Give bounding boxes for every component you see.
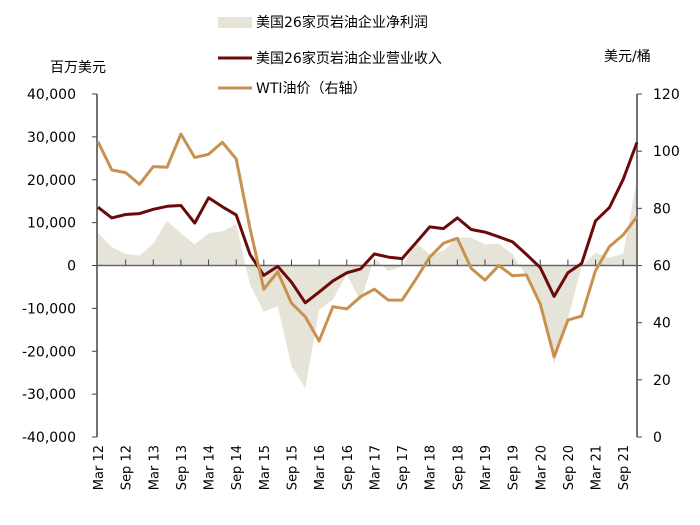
- legend-swatch-profit: [218, 17, 252, 28]
- x-tick-label: Sep 12: [120, 445, 135, 490]
- legend-label-revenue: 美国26家页岩油企业营业收入: [256, 50, 442, 67]
- left-tick-label: -30,000: [22, 387, 76, 403]
- line-layer: [96, 132, 639, 359]
- right-tick-label: 120: [653, 87, 680, 103]
- left-tick-label: 40,000: [27, 87, 76, 103]
- x-tick-label: Mar 19: [479, 445, 494, 490]
- x-tick-label: Mar 12: [92, 445, 107, 490]
- x-tick-label: Mar 16: [313, 445, 328, 490]
- x-tick-label: Mar 13: [147, 445, 162, 490]
- x-tick-label: Sep 18: [451, 445, 466, 490]
- x-tick-label: Mar 17: [368, 445, 383, 490]
- profit-area-layer: [98, 179, 637, 389]
- profit-area: [98, 179, 637, 389]
- revenue-line: [97, 141, 639, 305]
- left-tick-label: -20,000: [22, 344, 76, 360]
- x-tick-label: Mar 20: [534, 445, 549, 490]
- x-tick-label: Mar 15: [258, 445, 273, 490]
- left-tick-label: 20,000: [27, 173, 76, 189]
- right-tick-label: 60: [653, 259, 671, 275]
- left-tick-label: -40,000: [22, 430, 76, 446]
- axes: 40,000 30,000 20,000 10,000 0 -10,000 -20,000 -…: [22, 87, 680, 490]
- x-tick-label: Sep 16: [341, 445, 356, 490]
- right-tick-label: 100: [653, 144, 680, 160]
- left-tick-label: 10,000: [27, 216, 76, 232]
- x-tick-label: Sep 14: [230, 445, 245, 490]
- x-tick-label: Mar 14: [203, 445, 218, 490]
- right-tick-label: 40: [653, 316, 671, 332]
- x-tick-label: Mar 21: [590, 445, 605, 490]
- x-tick-label: Sep 20: [562, 445, 577, 490]
- left-axis-unit: 百万美元: [50, 60, 106, 76]
- left-tick-label: -10,000: [22, 301, 76, 317]
- right-tick-label: 80: [653, 201, 671, 217]
- x-tick-label: Sep 19: [507, 445, 522, 490]
- right-axis-unit: 美元/桶: [604, 49, 651, 65]
- right-tick-label: 0: [653, 430, 662, 446]
- x-tick-label: Sep 21: [617, 445, 632, 490]
- x-tick-label: Sep 15: [285, 445, 300, 490]
- legend: 美国26家页岩油企业净利润 美国26家页岩油企业营业收入 WTI油价（右轴）: [218, 14, 442, 97]
- left-tick-label: 0: [67, 259, 76, 275]
- legend-label-wti: WTI油价（右轴）: [256, 81, 367, 97]
- x-tick-label: Sep 17: [396, 445, 411, 490]
- left-tick-label: 30,000: [27, 130, 76, 146]
- x-tick-label: Mar 18: [424, 445, 439, 490]
- wti-line: [96, 132, 639, 359]
- x-tick-label: Sep 13: [175, 445, 190, 490]
- right-tick-label: 20: [653, 373, 671, 389]
- legend-label-profit: 美国26家页岩油企业净利润: [256, 14, 428, 31]
